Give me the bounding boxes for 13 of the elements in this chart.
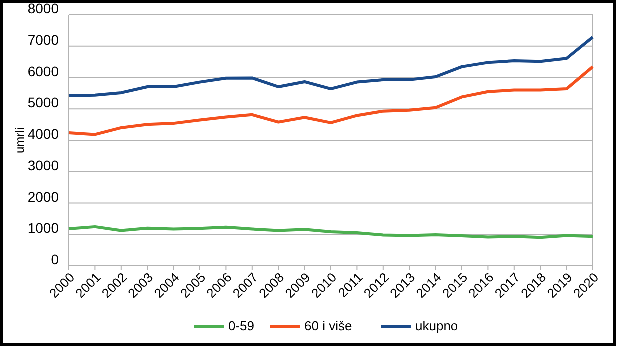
y-tick-label: 8000 bbox=[28, 0, 60, 17]
y-tick-label: 4000 bbox=[28, 126, 60, 142]
y-axis-title: umrli bbox=[13, 128, 27, 154]
y-tick-label: 1000 bbox=[28, 220, 60, 236]
y-tick-label: 2000 bbox=[28, 188, 60, 205]
legend-label: 60 i više bbox=[304, 318, 352, 334]
y-tick-label: 3000 bbox=[28, 157, 60, 174]
y-tick-label: 6000 bbox=[28, 63, 60, 80]
y-tick-label: 7000 bbox=[28, 32, 60, 48]
legend-label: 0-59 bbox=[228, 318, 255, 334]
legend-label: ukupno bbox=[416, 318, 458, 334]
y-tick-label: 0 bbox=[51, 252, 60, 268]
y-tick-label: 5000 bbox=[28, 94, 60, 111]
